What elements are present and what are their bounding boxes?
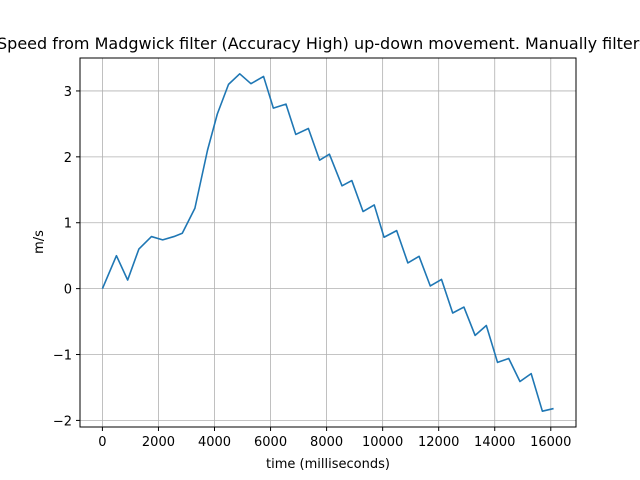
data-point [116,255,117,256]
series-layer [101,73,554,412]
data-point [531,373,532,374]
data-point [239,73,240,74]
data-point [519,381,520,382]
data-point [308,128,309,129]
data-point [452,312,453,313]
data-point [341,185,342,186]
data-point [497,362,498,363]
x-tick-label: 16000 [530,435,571,450]
x-tick-label: 4000 [198,435,231,450]
x-tick-label: 8000 [310,435,343,450]
y-tick-label: −2 [53,414,72,429]
data-point [508,358,509,359]
data-point [407,262,408,263]
data-point [151,236,152,237]
y-tick-label: 2 [64,151,72,166]
y-tick-label: 3 [64,85,72,100]
data-point [351,180,352,181]
data-point [430,285,431,286]
data-point [374,204,375,205]
data-point [463,306,464,307]
data-point [329,154,330,155]
data-point [217,113,218,114]
data-point [273,107,274,108]
chart-title: Speed from Madgwick filter (Accuracy Hig… [0,34,640,53]
x-axis-ticks: 0 2000 4000 6000 8000 10000 12000 14000 16000 [98,427,571,450]
x-tick-label: 2000 [142,435,175,450]
y-axis-ticks: −2 −1 0 1 2 3 [53,85,80,429]
data-point [295,134,296,135]
data-point [228,84,229,85]
series-line [101,73,554,412]
data-point [418,256,419,257]
x-tick-label: 12000 [418,435,459,450]
data-point [127,279,128,280]
data-point [207,150,208,151]
data-point [285,104,286,105]
plot-frame [79,57,577,428]
x-tick-label: 6000 [254,435,287,450]
x-axis-label: time (milliseconds) [266,457,390,472]
data-point [542,411,543,412]
data-point [319,160,320,161]
data-point [486,325,487,326]
data-point [182,233,183,234]
data-point [250,83,251,84]
y-tick-label: −1 [53,349,72,364]
x-tick-label: 0 [98,435,106,450]
grid-layer [80,58,576,427]
data-point [553,408,554,409]
x-tick-label: 14000 [474,435,515,450]
data-point [475,335,476,336]
data-point [173,236,174,237]
data-point [263,76,264,77]
data-point [362,211,363,212]
data-point [383,237,384,238]
data-point [162,239,163,240]
data-point [396,230,397,231]
x-tick-label: 10000 [362,435,403,450]
y-axis-label: m/s [32,230,47,254]
data-point [138,248,139,249]
y-tick-label: 1 [64,217,72,232]
data-point [102,288,103,289]
data-point [441,279,442,280]
data-point [194,208,195,209]
y-tick-label: 0 [64,283,72,298]
